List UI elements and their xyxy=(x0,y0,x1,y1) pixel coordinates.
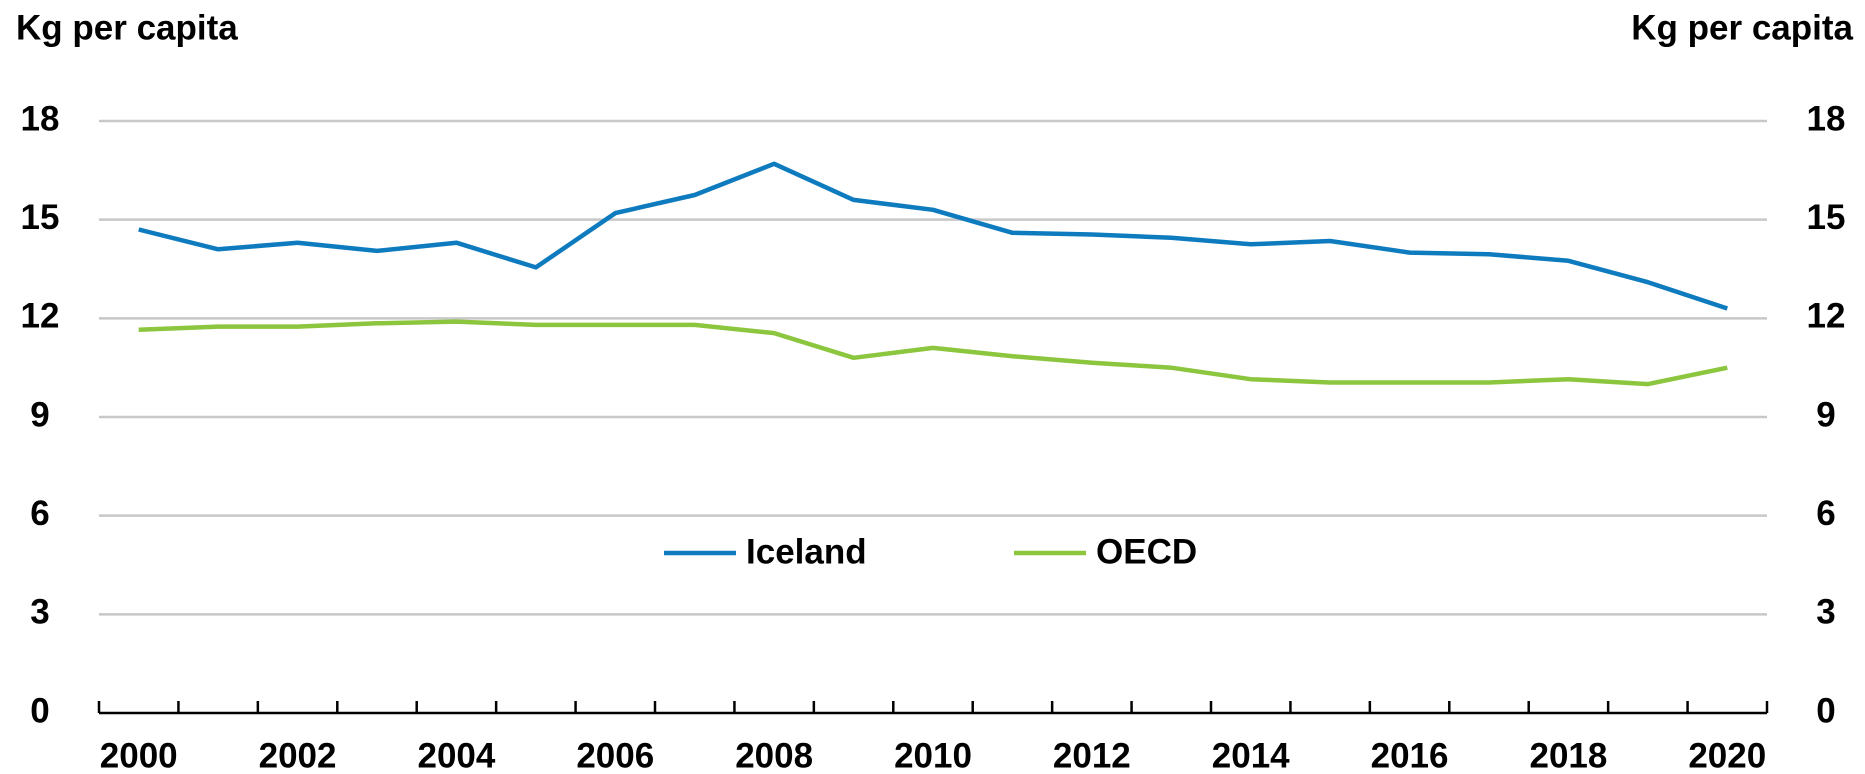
y-tick-label: 9 xyxy=(30,395,49,434)
y-tick-label: 6 xyxy=(30,494,49,533)
x-tick-label: 2020 xyxy=(1688,736,1766,774)
x-tick-label: 2010 xyxy=(894,736,972,774)
x-tick-label: 2004 xyxy=(417,736,495,774)
x-tick-label: 2002 xyxy=(259,736,337,774)
y-tick-label: 12 xyxy=(21,297,60,336)
series-line xyxy=(138,161,1729,311)
y2-tick-label: 18 xyxy=(1807,99,1846,138)
series-line xyxy=(138,319,1728,387)
y-tick-label: 15 xyxy=(21,198,60,237)
y-tick-label: 18 xyxy=(21,99,60,138)
y2-tick-label: 9 xyxy=(1816,395,1835,434)
x-tick-label: 2012 xyxy=(1053,736,1131,774)
y2-tick-label: 3 xyxy=(1816,593,1835,632)
legend-label: OECD xyxy=(1096,532,1197,571)
y2-axis-label: Kg per capita xyxy=(1631,8,1853,47)
y-axis-label: Kg per capita xyxy=(16,8,238,47)
x-tick-label: 2008 xyxy=(735,736,813,774)
y2-tick-label: 12 xyxy=(1807,297,1846,336)
y2-tick-label: 0 xyxy=(1816,691,1835,730)
y2-tick-label: 6 xyxy=(1816,494,1835,533)
y2-tick-label: 15 xyxy=(1807,198,1846,237)
x-tick-label: 2006 xyxy=(576,736,654,774)
legend-label: Iceland xyxy=(746,532,867,571)
x-tick-label: 2016 xyxy=(1371,736,1449,774)
x-tick-label: 2000 xyxy=(100,736,178,774)
y-tick-label: 0 xyxy=(30,691,49,730)
x-tick-label: 2018 xyxy=(1529,736,1607,774)
y-tick-label: 3 xyxy=(30,593,49,632)
x-tick-label: 2014 xyxy=(1212,736,1290,774)
